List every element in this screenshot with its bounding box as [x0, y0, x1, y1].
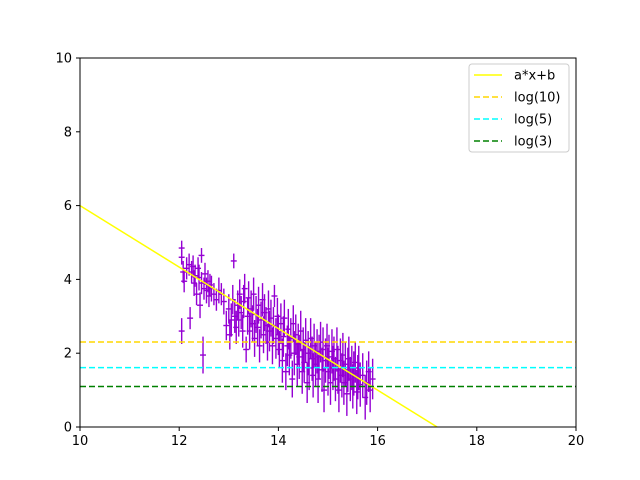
data-point [178, 249, 185, 265]
legend: a*x+b log(10) log(5) log(3) [468, 63, 570, 153]
data-point [246, 312, 253, 350]
axes-layer: 10 12 14 16 18 20 0 2 4 6 8 10 [55, 52, 584, 450]
data-point [256, 329, 263, 363]
data-point [193, 283, 200, 306]
x-tick-label: 18 [469, 434, 486, 449]
data-point [181, 270, 188, 293]
data-point [276, 331, 283, 368]
data-point [240, 284, 247, 319]
legend-label: log(3) [514, 135, 552, 150]
y-tick-label: 8 [64, 125, 72, 140]
data-point [197, 292, 204, 319]
data-point [271, 284, 278, 308]
data-point [180, 260, 187, 284]
plot-frame [79, 57, 577, 428]
legend-box [468, 63, 570, 153]
x-tick-label: 12 [171, 434, 188, 449]
data-point [282, 353, 289, 391]
data-point [178, 318, 185, 344]
data-point [198, 248, 205, 263]
data-point [241, 273, 248, 304]
y-tick-label: 6 [64, 199, 72, 214]
data-point [281, 299, 288, 337]
data-point [200, 336, 206, 374]
data-point [321, 367, 328, 413]
data-point [315, 355, 322, 404]
data-point [228, 303, 235, 337]
data-point [251, 319, 258, 357]
legend-label: log(5) [514, 113, 552, 128]
y-tick-label: 4 [64, 273, 72, 288]
y-tick-label: 2 [64, 347, 72, 362]
data-point [195, 257, 202, 280]
legend-label: log(10) [514, 91, 561, 106]
y-tick-label: 0 [64, 421, 72, 436]
x-tick-label: 16 [369, 434, 386, 449]
data-point [223, 310, 230, 341]
data-point [187, 307, 194, 330]
data-point [279, 338, 286, 383]
data-point [220, 288, 227, 315]
data-point [369, 358, 376, 400]
data-point [269, 327, 276, 365]
y-tick-label: 10 [55, 52, 72, 67]
series-line-a-x-b [80, 204, 438, 427]
x-tick-label: 10 [72, 434, 89, 449]
data-point [289, 360, 296, 398]
data-point [230, 253, 237, 269]
data-point [243, 336, 250, 363]
data-layer [80, 204, 576, 427]
data-point [343, 371, 350, 416]
legend-label: a*x+b [514, 69, 555, 84]
x-tick-label: 20 [568, 434, 585, 449]
data-point [250, 277, 257, 311]
data-point [280, 316, 287, 357]
x-tick-label: 14 [270, 434, 287, 449]
